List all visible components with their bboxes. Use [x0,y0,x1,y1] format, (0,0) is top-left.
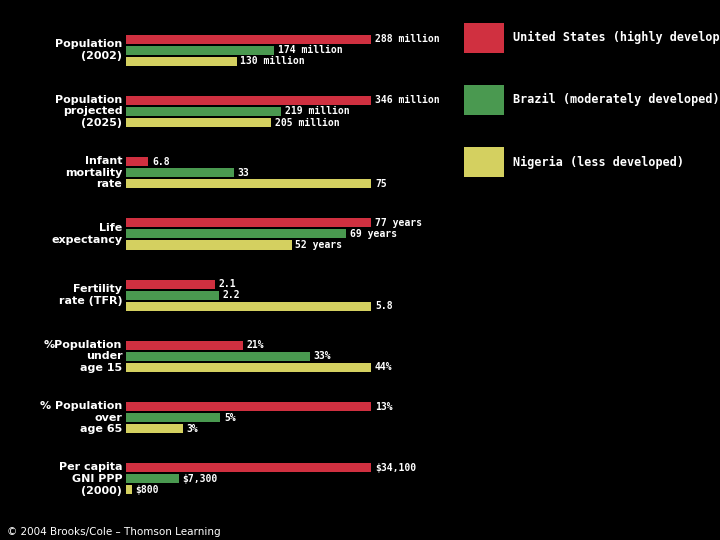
Text: 174 million: 174 million [278,45,343,55]
Bar [126,413,220,422]
Text: 33%: 33% [314,352,331,361]
Bar [126,485,132,495]
Bar [126,363,372,372]
Bar [126,280,215,289]
Text: 219 million: 219 million [285,106,350,117]
Text: 205 million: 205 million [275,118,340,127]
Bar [126,291,219,300]
Text: Population
(2002): Population (2002) [55,39,122,61]
Text: United States (highly developed): United States (highly developed) [513,31,720,44]
Bar [126,46,274,55]
Text: Nigeria (less developed): Nigeria (less developed) [513,156,684,168]
Text: 5%: 5% [224,413,235,423]
Text: 3%: 3% [186,424,198,434]
Text: 52 years: 52 years [295,240,342,250]
Bar [126,168,234,177]
Text: $800: $800 [135,485,159,495]
Text: © 2004 Brooks/Cole – Thomson Learning: © 2004 Brooks/Cole – Thomson Learning [7,527,221,537]
Text: $7,300: $7,300 [182,474,217,484]
Bar [126,157,148,166]
Text: % Population
over
age 65: % Population over age 65 [40,401,122,434]
Bar [126,341,243,350]
Text: Fertility
rate (TFR): Fertility rate (TFR) [59,285,122,306]
Bar [126,352,310,361]
Text: 77 years: 77 years [375,218,422,228]
Text: 2.2: 2.2 [222,290,240,300]
Text: 2.1: 2.1 [218,279,236,289]
Text: 346 million: 346 million [375,96,440,105]
Bar [126,424,183,433]
Bar [126,57,237,66]
Bar [126,179,372,188]
Text: %Population
under
age 15: %Population under age 15 [44,340,122,373]
Bar [126,35,372,44]
Text: 69 years: 69 years [349,229,397,239]
Text: 33: 33 [238,168,249,178]
Bar [126,240,292,249]
Bar [126,118,271,127]
Bar [126,219,372,227]
Text: Population
projected
(2025): Population projected (2025) [55,95,122,128]
Text: 75: 75 [375,179,387,189]
Bar [126,96,372,105]
Text: Life
expectancy: Life expectancy [51,223,122,245]
Text: Per capita
GNI PPP
(2000): Per capita GNI PPP (2000) [59,462,122,496]
Text: $34,100: $34,100 [375,463,416,473]
Text: 6.8: 6.8 [152,157,169,167]
Text: 130 million: 130 million [240,56,305,66]
Text: 288 million: 288 million [375,34,440,44]
Bar [126,107,282,116]
Bar [126,475,179,483]
Text: Brazil (moderately developed): Brazil (moderately developed) [513,93,719,106]
Bar [126,230,346,239]
Text: 13%: 13% [375,402,392,411]
Text: 21%: 21% [247,340,264,350]
Text: Infant
mortality
rate: Infant mortality rate [65,156,122,190]
Text: 44%: 44% [375,362,392,373]
Bar [126,402,372,411]
Text: 5.8: 5.8 [375,301,392,311]
Bar [126,463,372,472]
Bar [126,302,372,310]
